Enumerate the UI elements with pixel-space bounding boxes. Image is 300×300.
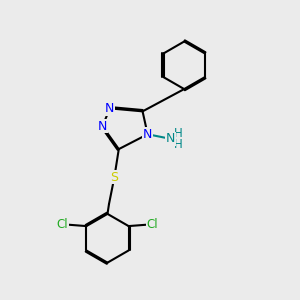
Text: N: N [166, 132, 175, 145]
Text: H: H [174, 138, 183, 151]
Text: N: N [105, 102, 115, 115]
Text: N: N [143, 128, 152, 141]
Text: N: N [98, 120, 107, 133]
Text: S: S [110, 171, 118, 184]
Text: Cl: Cl [57, 218, 68, 231]
Text: H: H [174, 127, 183, 140]
Text: Cl: Cl [147, 218, 158, 231]
